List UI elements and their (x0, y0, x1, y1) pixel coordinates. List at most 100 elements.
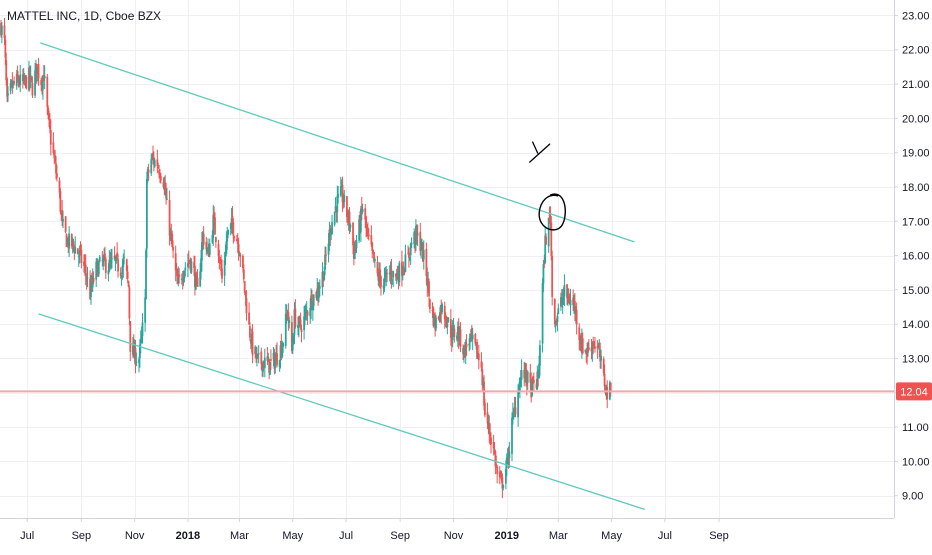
candle-body (415, 225, 417, 245)
candle-body (217, 243, 220, 256)
candle-body (23, 76, 26, 82)
candle-body (443, 305, 446, 320)
candle-body (299, 319, 302, 327)
time-axis-tick-label: 2019 (495, 530, 519, 542)
price-axis-tick-label: 11.00 (902, 422, 929, 434)
candle-body (572, 297, 575, 306)
candle-body (359, 208, 362, 233)
candle-body (312, 294, 315, 306)
time-axis-tick-label: Jul (339, 530, 353, 542)
candle-body (226, 235, 229, 242)
time-axis-tick-label: Nov (444, 530, 464, 542)
candle-body (59, 191, 62, 213)
candle-body (48, 114, 50, 121)
candle-body (562, 296, 565, 300)
candle-body (134, 348, 137, 366)
candle-body (64, 216, 67, 232)
time-axis-tick-label: Sep (390, 530, 410, 542)
candle-body (331, 222, 333, 235)
candle-body (585, 349, 588, 354)
candle-body (54, 155, 57, 162)
price-axis-tick-label: 22.00 (902, 45, 930, 57)
candle-body (317, 286, 319, 295)
price-axis-tick-label: 19.00 (902, 148, 930, 160)
candle-body (542, 264, 545, 284)
candle-body (287, 312, 290, 321)
candle-body (104, 259, 107, 273)
candle-body (518, 378, 521, 392)
candle-body (447, 317, 450, 322)
candle-body (201, 242, 203, 261)
candle-body (391, 280, 394, 282)
price-axis-tick-label: 9.00 (902, 491, 923, 503)
candle-body (30, 76, 33, 80)
candle-body (327, 243, 330, 255)
candle-body (506, 454, 509, 456)
candle-body (600, 356, 602, 361)
last-price-badge-group: 12.04 (896, 382, 932, 401)
candle-body (126, 271, 129, 279)
last-price-label: 12.04 (900, 386, 928, 398)
price-axis-tick-label: 20.00 (902, 113, 930, 125)
candle-body (349, 224, 352, 228)
candle-body (182, 277, 185, 282)
candle-body (183, 271, 186, 279)
candle-body (569, 299, 572, 306)
candle-body (566, 284, 568, 298)
candle-body (292, 336, 295, 345)
candle-body (229, 223, 232, 230)
candle-body (138, 359, 140, 363)
candle-body (420, 248, 423, 250)
candle-body (92, 277, 95, 282)
time-axis-tick-label: Jul (658, 530, 672, 542)
candle-body (504, 469, 507, 484)
candle-body (361, 209, 364, 213)
price-axis-tick-label: 17.00 (902, 216, 930, 228)
candle-body (281, 347, 284, 358)
price-axis[interactable]: 9.0010.0011.0012.0013.0014.0015.0016.001… (894, 10, 930, 503)
candle-body (127, 281, 130, 287)
candle-body (223, 259, 226, 276)
candle-body (422, 249, 425, 260)
candle-body (587, 347, 590, 350)
candle-body (34, 70, 36, 96)
candle-body (392, 271, 395, 278)
candle-body (514, 407, 517, 415)
candle-body (311, 306, 314, 311)
candle-body (135, 361, 138, 363)
grid-lines (0, 0, 894, 518)
candle-body (446, 323, 449, 328)
candle-body (145, 178, 148, 249)
candle-body (373, 258, 376, 262)
candle-body (439, 307, 442, 322)
candle-body (150, 159, 153, 174)
candle-body (376, 261, 379, 274)
candle-body (591, 343, 594, 355)
candle-body (199, 271, 202, 287)
candle-body (205, 241, 208, 250)
candle-body (145, 250, 147, 300)
price-axis-tick-label: 21.00 (902, 79, 930, 91)
candle-body (97, 262, 100, 275)
candle-body (200, 258, 202, 273)
candle-body (83, 263, 86, 265)
candle-body (235, 239, 238, 242)
candle-body (318, 291, 320, 298)
candle-body (110, 259, 112, 265)
candle-body (129, 321, 132, 352)
candle-body (441, 304, 444, 313)
candle-body (28, 67, 31, 81)
candle-body (85, 277, 88, 280)
candle-body (517, 390, 520, 418)
price-axis-tick-label: 23.00 (902, 10, 930, 22)
candle-body (175, 269, 178, 274)
candle-body (224, 254, 227, 258)
candle-body (561, 297, 564, 305)
candle-body (498, 471, 501, 478)
candle-body (449, 319, 452, 338)
candle-body (214, 237, 217, 243)
time-axis[interactable]: Jul Sep Nov 2018 Mar May Jul Sep Nov 2019 Mar May Ju… (20, 518, 729, 542)
candle-body (285, 314, 288, 317)
